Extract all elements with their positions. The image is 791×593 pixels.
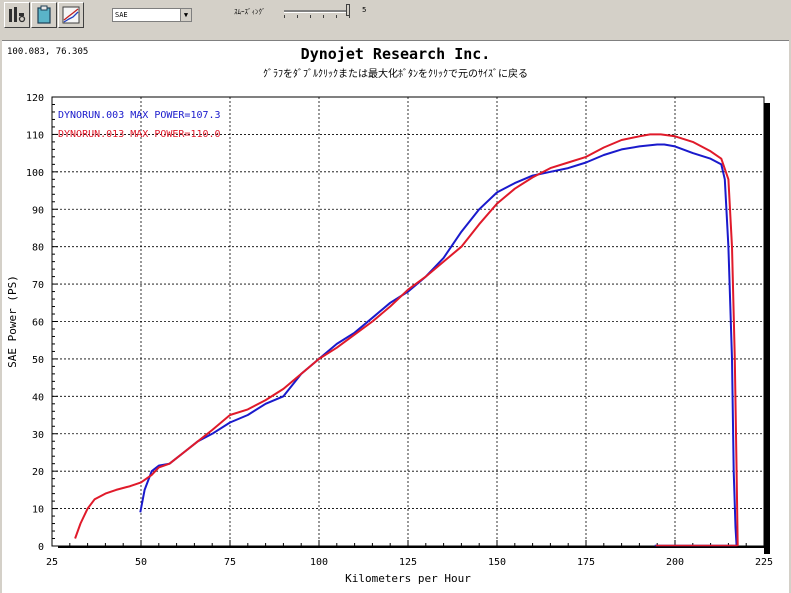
smoothing-slider-ticks <box>284 15 350 19</box>
settings-tool-button[interactable] <box>4 2 30 28</box>
smoothing-slider-thumb[interactable] <box>346 4 350 16</box>
settings-tool-icon <box>9 7 26 23</box>
clipboard-button[interactable] <box>31 2 57 28</box>
legend-entry: DYNORUN.013 MAX POWER=110.0 <box>58 129 221 140</box>
correction-select-value: SAE <box>115 11 128 19</box>
y-tick-label: 110 <box>26 130 44 141</box>
smoothing-slider-track[interactable] <box>284 10 350 13</box>
y-axis-label: SAE Power (PS) <box>6 275 19 368</box>
x-tick-label: 125 <box>399 557 417 568</box>
smoothing-value: 5 <box>362 6 367 14</box>
y-tick-label: 50 <box>32 355 44 366</box>
x-tick-label: 225 <box>755 557 773 568</box>
graph-view-icon <box>62 6 80 24</box>
graph-view-button[interactable] <box>58 2 84 28</box>
x-axis-label: Kilometers per Hour <box>345 572 471 585</box>
correction-select[interactable]: SAE ▼ <box>112 8 192 22</box>
x-tick-label: 100 <box>310 557 328 568</box>
y-tick-label: 40 <box>32 392 44 403</box>
x-tick-label: 50 <box>135 557 147 568</box>
plot-shadow-right <box>764 103 770 554</box>
toolbar: SAE ▼ ｽﾑｰｽﾞｨﾝｸﾞ 5 <box>0 0 791 34</box>
x-tick-label: 200 <box>666 557 684 568</box>
x-tick-label: 25 <box>46 557 58 568</box>
plot-shadow-bottom <box>58 546 770 548</box>
x-tick-label: 150 <box>488 557 506 568</box>
legend-entry: DYNORUN.003 MAX POWER=107.3 <box>58 110 221 121</box>
smoothing-label: ｽﾑｰｽﾞｨﾝｸﾞ <box>234 8 266 16</box>
y-tick-label: 20 <box>32 467 44 478</box>
y-tick-label: 0 <box>38 542 44 553</box>
y-tick-label: 70 <box>32 280 44 291</box>
x-tick-label: 175 <box>577 557 595 568</box>
cursor-readout: 100.083, 76.305 <box>7 47 89 57</box>
y-tick-label: 80 <box>32 243 44 254</box>
series-line-dynorun-013[interactable] <box>74 133 739 547</box>
y-tick-label: 100 <box>26 168 44 179</box>
chart-title: Dynojet Research Inc. <box>300 45 491 63</box>
x-tick-label: 75 <box>224 557 236 568</box>
series-line-dynorun-003[interactable] <box>139 143 738 547</box>
y-tick-label: 30 <box>32 430 44 441</box>
chart-subtitle: ｸﾞﾗﾌをﾀﾞﾌﾞﾙｸﾘｯｸまたは最大化ﾎﾞﾀﾝをｸﾘｯｸで元のｻｲｽﾞに戻る <box>263 69 528 80</box>
y-tick-label: 120 <box>26 93 44 104</box>
y-tick-label: 60 <box>32 318 44 329</box>
chevron-down-icon[interactable]: ▼ <box>180 9 191 21</box>
y-tick-label: 10 <box>32 505 44 516</box>
y-tick-label: 90 <box>32 205 44 216</box>
clipboard-icon <box>37 5 51 24</box>
